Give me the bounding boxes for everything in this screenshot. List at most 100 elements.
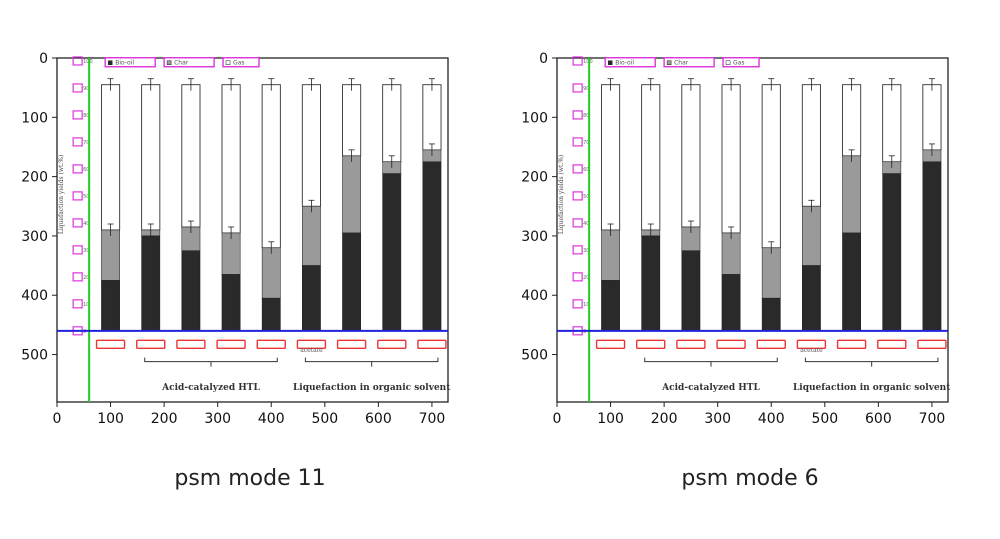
bar-gas	[681, 84, 701, 228]
inner-tick-box	[72, 218, 83, 228]
inner-tick-label: 40	[583, 221, 589, 227]
inner-tick-box	[72, 56, 83, 66]
bar-gas	[101, 84, 121, 231]
bar-gas	[301, 84, 321, 207]
y-tick-label: 500	[21, 348, 48, 364]
x-tick-label: 200	[651, 411, 678, 427]
category-label-box	[417, 339, 447, 350]
group-label: Liquefaction in organic solvent	[293, 383, 451, 393]
category-label-box	[216, 339, 246, 350]
bar-bio-oil	[882, 173, 902, 332]
category-label-box	[377, 339, 407, 350]
category-label-box	[95, 339, 126, 350]
inner-tick-box	[72, 137, 83, 147]
x-tick-label: 100	[97, 411, 124, 427]
bar-gas	[181, 84, 201, 228]
inner-tick-box	[572, 272, 583, 282]
x-tick-label: 100	[597, 411, 624, 427]
bar-bio-oil	[221, 274, 241, 332]
inner-tick-box	[72, 83, 83, 93]
group-bracket	[304, 357, 439, 367]
bar-gas	[221, 84, 241, 234]
chart-psm-11: 0 100 200 300 400 500 0 100 200 300 400 500 600 700 Li…	[21, 51, 451, 427]
category-label-box	[877, 339, 907, 350]
bar-bio-oil	[302, 265, 321, 332]
legend-label: Gas	[233, 60, 244, 67]
bar-gas	[882, 84, 902, 163]
bar-bio-oil	[342, 232, 361, 332]
bar-gas	[761, 84, 781, 249]
y-tick-label: 100	[521, 110, 548, 126]
bar-bio-oil	[761, 297, 781, 332]
bar-char	[802, 205, 821, 266]
bar-gas	[641, 84, 661, 231]
x-tick-label: 300	[704, 411, 731, 427]
y-tick-label: 400	[521, 288, 548, 304]
x-tick-label: 500	[811, 411, 838, 427]
bar-gas	[721, 84, 741, 234]
bar-gas	[261, 84, 281, 249]
legend-item-box	[163, 57, 215, 68]
inner-tick-label: 70	[83, 140, 89, 146]
x-tick-label: 400	[758, 411, 785, 427]
legend-item-box	[222, 57, 260, 68]
category-label-box	[296, 339, 327, 350]
legend-swatch	[166, 60, 172, 65]
inner-tick-label: 20	[583, 275, 589, 281]
y-tick-label: 500	[521, 348, 548, 364]
legend-swatch	[607, 60, 613, 65]
y-tick-label: 0	[39, 51, 48, 67]
category-label-box	[716, 339, 746, 350]
caption-psm-11: psm mode 11	[174, 466, 326, 491]
y-tick-label: 400	[21, 288, 48, 304]
legend-label: Bio-oil	[115, 60, 134, 67]
group-label: Liquefaction in organic solvent	[793, 383, 951, 393]
y-tick-label: 200	[521, 170, 548, 186]
x-tick-label: 700	[919, 411, 946, 427]
bar-gas	[141, 84, 161, 231]
group-bracket	[804, 357, 939, 367]
bar-bio-oil	[922, 161, 942, 332]
inner-tick-box	[72, 245, 83, 255]
bar-char	[302, 205, 321, 266]
category-label-box	[336, 339, 367, 350]
bar-gas	[842, 84, 862, 157]
bar-char	[601, 229, 620, 281]
inner-tick-label: 70	[583, 140, 589, 146]
legend-swatch	[666, 60, 672, 65]
category-label-box	[676, 339, 706, 350]
group-bracket	[144, 357, 278, 367]
inner-tick-box	[572, 83, 583, 93]
legend-item-box	[722, 57, 760, 68]
inner-tick-box	[72, 272, 83, 282]
inner-tick-label: 20	[83, 275, 89, 281]
bar-char	[342, 155, 361, 234]
under-label: acetate	[800, 347, 823, 354]
y-tick-label: 0	[539, 51, 548, 67]
bar-gas	[422, 84, 442, 151]
inner-tick-label: 60	[583, 167, 589, 173]
inner-tick-label: 90	[83, 86, 89, 92]
inner-tick-label: 80	[583, 113, 589, 119]
inner-tick-box	[572, 191, 583, 201]
x-tick-label: 300	[204, 411, 231, 427]
category-label-box	[595, 339, 626, 350]
inner-tick-box	[72, 299, 83, 309]
inner-tick-label: 40	[83, 221, 89, 227]
x-tick-label: 200	[151, 411, 178, 427]
inner-tick-label: 30	[583, 248, 589, 254]
bar-gas	[382, 84, 402, 163]
inner-tick-box	[572, 137, 583, 147]
bar-gas	[922, 84, 942, 151]
y-tick-label: 300	[21, 229, 48, 245]
legend-swatch	[107, 60, 113, 65]
inner-tick-label: 90	[583, 86, 589, 92]
bar-char	[101, 229, 120, 281]
bar-bio-oil	[181, 250, 201, 332]
category-label-box	[836, 339, 867, 350]
inner-y-label: Liquefaction yields (wt.%)	[558, 155, 565, 234]
bar-bio-oil	[842, 232, 861, 332]
group-label: Acid-catalyzed HTL	[661, 383, 760, 393]
category-label-box	[176, 339, 206, 350]
legend-item-box	[663, 57, 715, 68]
